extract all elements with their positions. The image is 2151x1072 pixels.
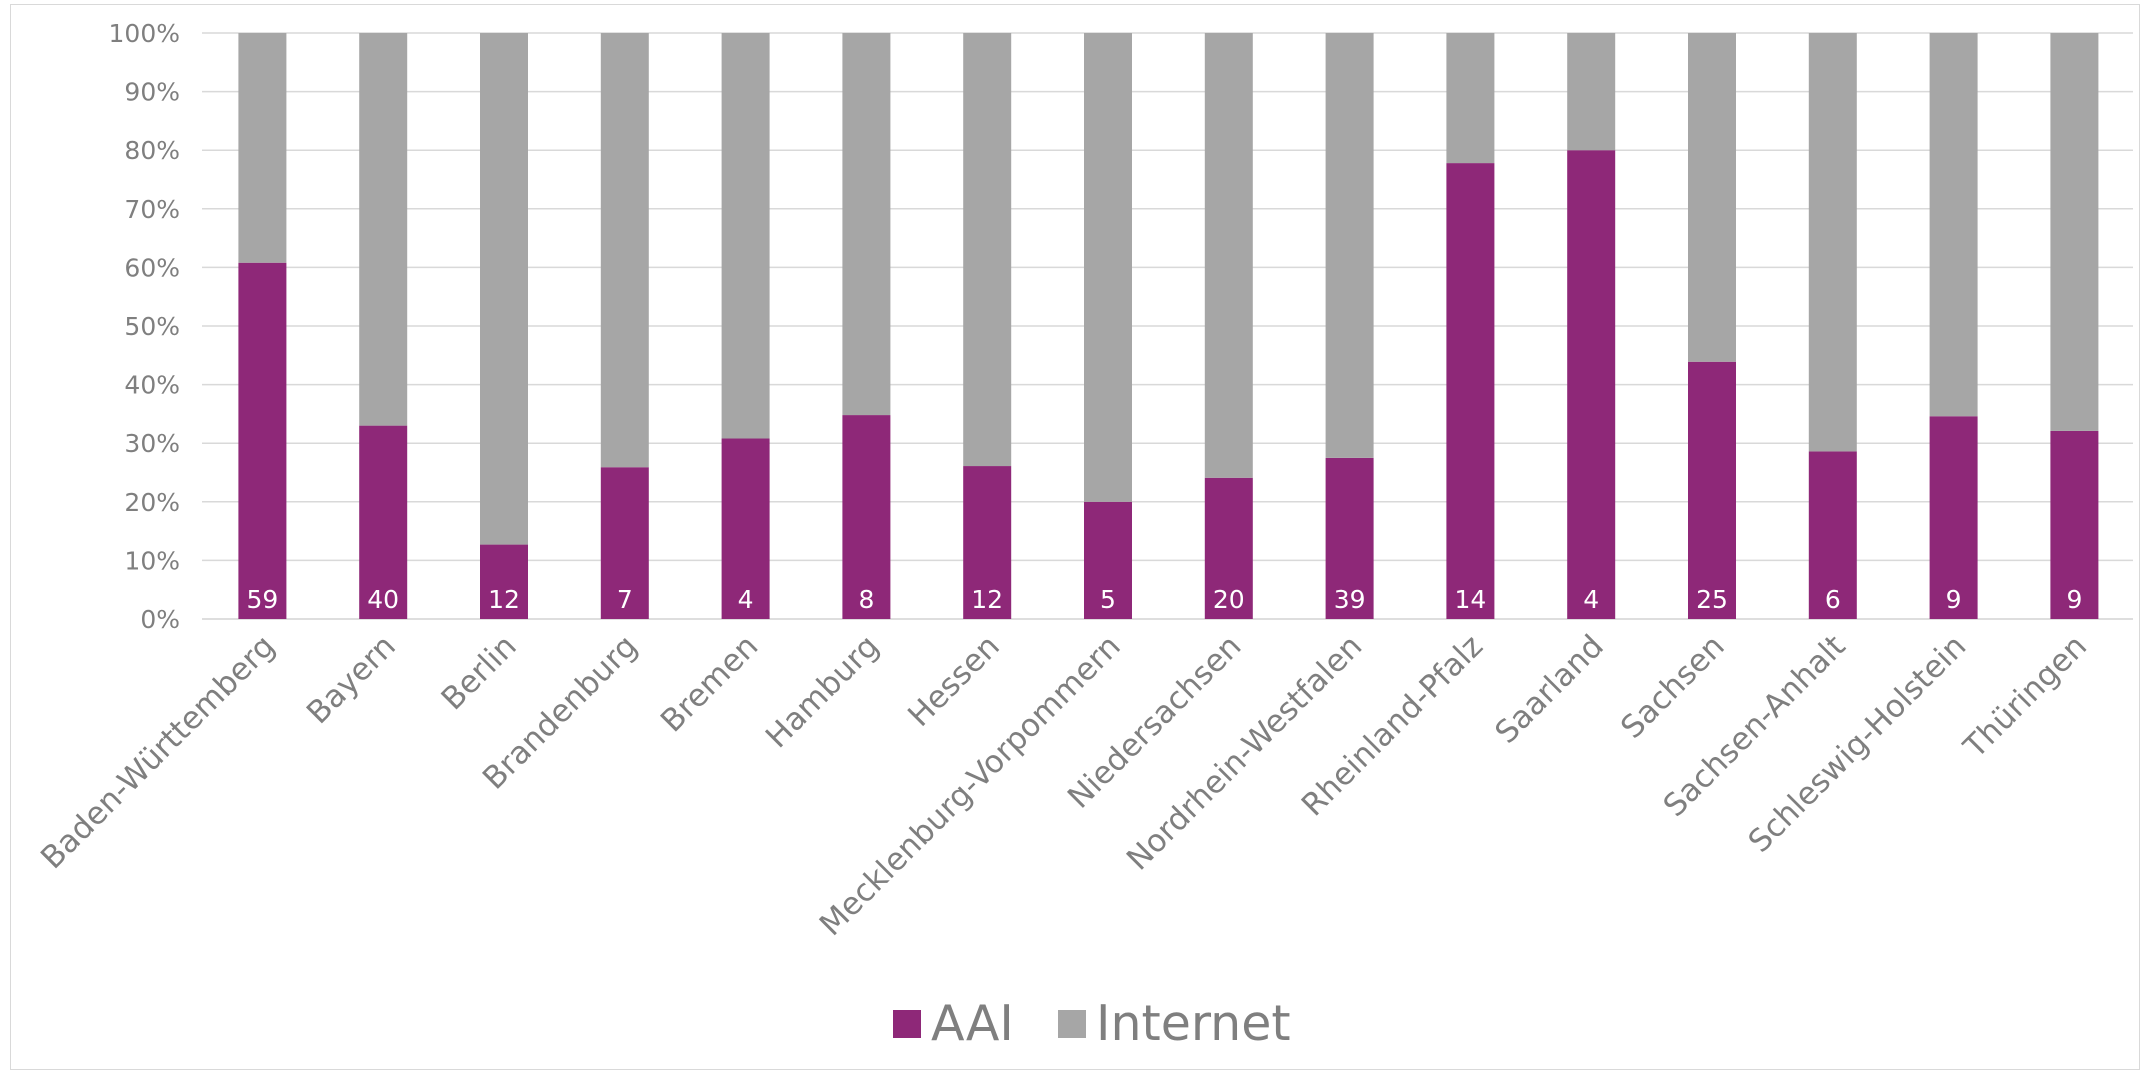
data-label: 39 [1334, 585, 1366, 614]
legend: AAI Internet [893, 995, 1291, 1052]
x-axis-tick-labels: Baden-Württemberg Bayern BerlinBrandenburg… [34, 628, 2094, 943]
bar-aai [2050, 430, 2099, 619]
bar-aai [359, 425, 408, 619]
legend-swatch-aai [893, 1010, 921, 1038]
bar-aai [600, 467, 649, 619]
x-tick-label: Baden-Württemberg [34, 628, 282, 876]
bar-internet [2050, 33, 2099, 431]
y-tick-label: 100% [109, 19, 180, 48]
data-label: 7 [617, 585, 633, 614]
bar-aai [1567, 150, 1616, 619]
y-tick-label: 0% [140, 605, 180, 634]
bar-internet [721, 33, 770, 439]
y-tick-label: 50% [124, 312, 180, 341]
y-tick-label: 90% [124, 78, 180, 107]
bar-aai [963, 466, 1012, 619]
bars: 59 40 12 7 4 8 12 5 20 39 14 4 25 6 9 9 [238, 33, 2099, 620]
y-axis-tick-labels: 0% 10% 20% 30% 40% 50% 60% 70% 80% 90% 100% [109, 19, 180, 634]
bar-aai [721, 438, 770, 619]
bar-internet [1325, 33, 1374, 458]
data-label: 20 [1213, 585, 1245, 614]
bar-internet [842, 33, 891, 416]
bar-internet [963, 33, 1012, 467]
x-tick-label: Sachsen [1614, 628, 1732, 746]
bar-aai [1929, 416, 1978, 619]
y-tick-label: 40% [124, 371, 180, 400]
data-label: 59 [246, 585, 278, 614]
x-tick-label: Bayern [300, 628, 403, 731]
data-label: 40 [367, 585, 399, 614]
data-label: 12 [488, 585, 520, 614]
y-tick-label: 80% [124, 136, 180, 165]
x-tick-label: Nordrhein-Westfalen [1120, 628, 1369, 877]
bar-internet [359, 33, 408, 426]
bar-aai [1688, 361, 1736, 619]
bar-internet [600, 33, 649, 468]
x-tick-label: Schleswig-Holstein [1742, 628, 1974, 860]
x-tick-label: Bremen [654, 628, 765, 739]
y-tick-label: 10% [124, 546, 180, 575]
bar-aai [1446, 163, 1495, 620]
y-tick-label: 30% [124, 429, 180, 458]
bar-aai [1204, 477, 1253, 619]
legend-label-internet: Internet [1096, 995, 1291, 1052]
x-tick-label: Saarland [1488, 628, 1611, 751]
bar-internet [1084, 33, 1132, 502]
bar-aai [1325, 457, 1374, 619]
data-label: 6 [1825, 585, 1841, 614]
legend-label-aai: AAI [931, 995, 1014, 1052]
x-tick-label: Thüringen [1956, 628, 2094, 766]
data-label: 25 [1696, 585, 1728, 614]
data-label: 14 [1454, 585, 1486, 614]
data-label: 4 [738, 585, 754, 614]
legend-swatch-internet [1058, 1010, 1086, 1038]
bar-aai [238, 262, 287, 619]
bar-aai [480, 544, 528, 619]
bar-internet [1808, 33, 1857, 452]
data-label: 8 [858, 585, 874, 614]
bar-internet [480, 33, 528, 545]
y-tick-label: 20% [124, 488, 180, 517]
bar-aai [1084, 501, 1132, 619]
data-label: 9 [1946, 585, 1962, 614]
y-tick-label: 70% [124, 195, 180, 224]
data-label: 12 [971, 585, 1003, 614]
bar-internet [1567, 33, 1616, 151]
chart-frame [10, 4, 2140, 1070]
bar-aai [842, 415, 891, 619]
bar-internet [238, 33, 287, 263]
data-label: 9 [2066, 585, 2082, 614]
x-tick-label: Hessen [901, 628, 1007, 734]
data-label: 4 [1583, 585, 1599, 614]
bar-aai [1808, 451, 1857, 619]
bar-internet [1688, 33, 1736, 362]
bar-internet [1204, 33, 1253, 478]
x-tick-label: Hamburg [759, 628, 886, 755]
y-tick-label: 60% [124, 253, 180, 282]
x-tick-label: Berlin [435, 628, 524, 717]
bar-internet [1446, 33, 1495, 164]
bar-internet [1929, 33, 1978, 417]
data-label: 5 [1100, 585, 1116, 614]
